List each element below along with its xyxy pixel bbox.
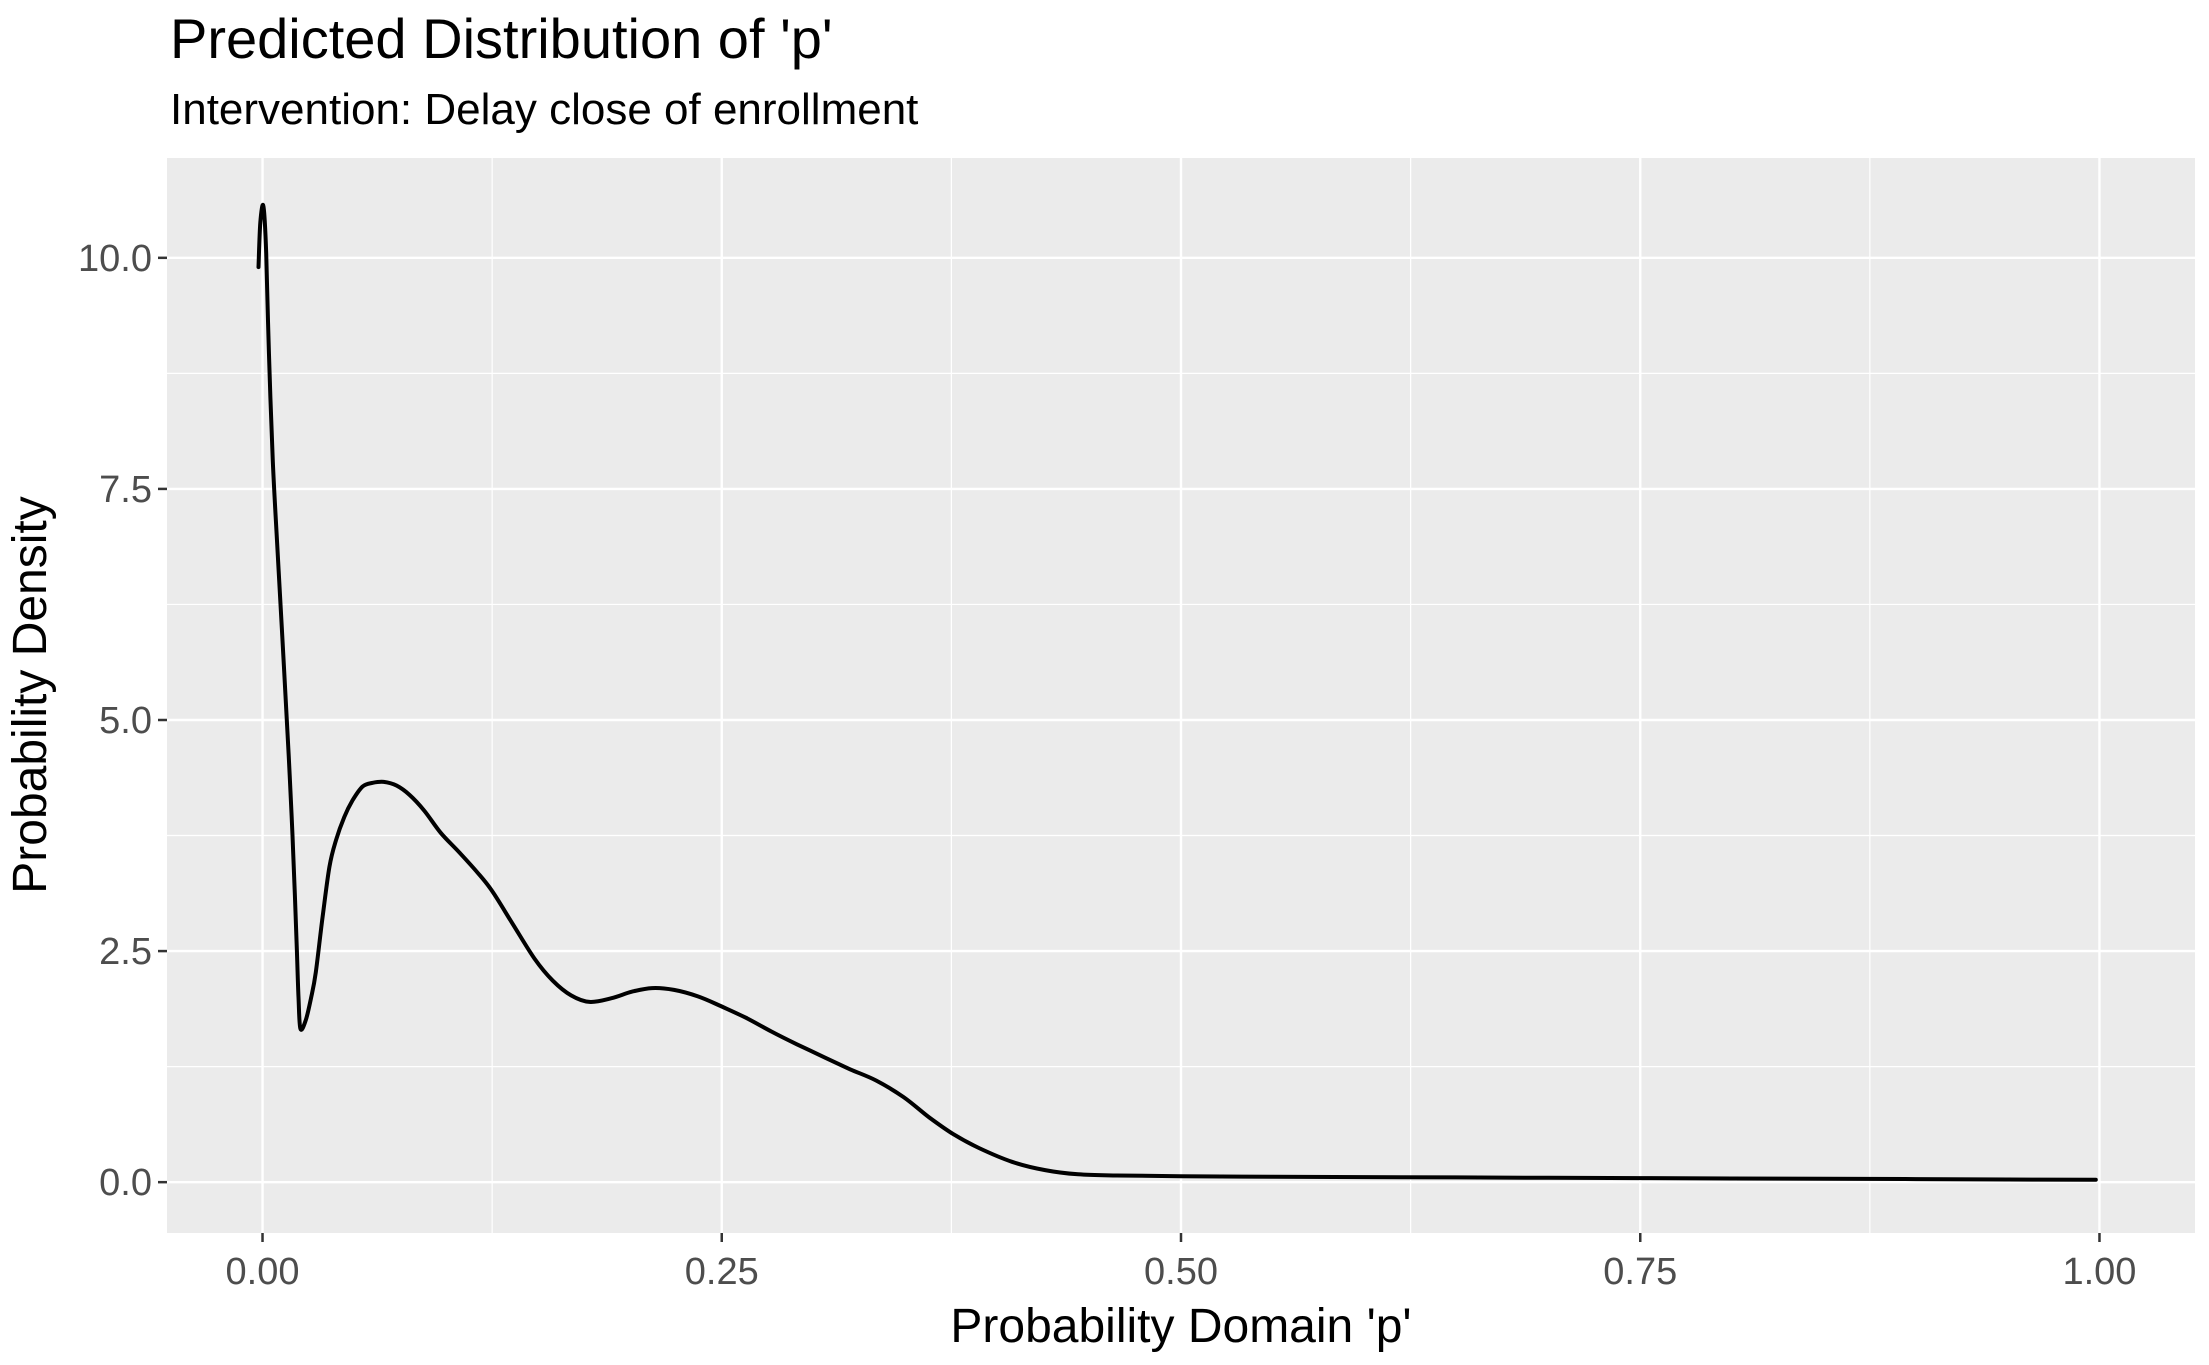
y-tick-label: 5.0 xyxy=(99,700,152,742)
density-curve xyxy=(256,202,2098,1182)
y-tick-label: 10.0 xyxy=(78,238,152,280)
y-tick-label: 2.5 xyxy=(99,931,152,973)
chart-title: Predicted Distribution of 'p' xyxy=(170,7,833,70)
axis-tick-marks xyxy=(158,256,2101,1242)
x-axis-title: Probability Domain 'p' xyxy=(950,1300,1411,1353)
x-tick-label: 1.00 xyxy=(2062,1251,2136,1293)
y-axis-title: Probability Density xyxy=(4,496,57,894)
gridlines-major xyxy=(167,158,2195,1233)
y-tick-label: 7.5 xyxy=(99,469,152,511)
x-tick-label: 0.25 xyxy=(685,1251,759,1293)
chart-subtitle: Intervention: Delay close of enrollment xyxy=(170,85,918,134)
x-tick-label: 0.75 xyxy=(1603,1251,1677,1293)
axis-tick-labels: 0.00 0.25 0.50 0.75 1.00 0.0 2.5 5.0 7.5 10.0 xyxy=(78,238,2136,1293)
x-tick-label: 0.00 xyxy=(226,1251,300,1293)
y-tick-label: 0.0 xyxy=(99,1162,152,1204)
x-tick-label: 0.50 xyxy=(1144,1251,1218,1293)
